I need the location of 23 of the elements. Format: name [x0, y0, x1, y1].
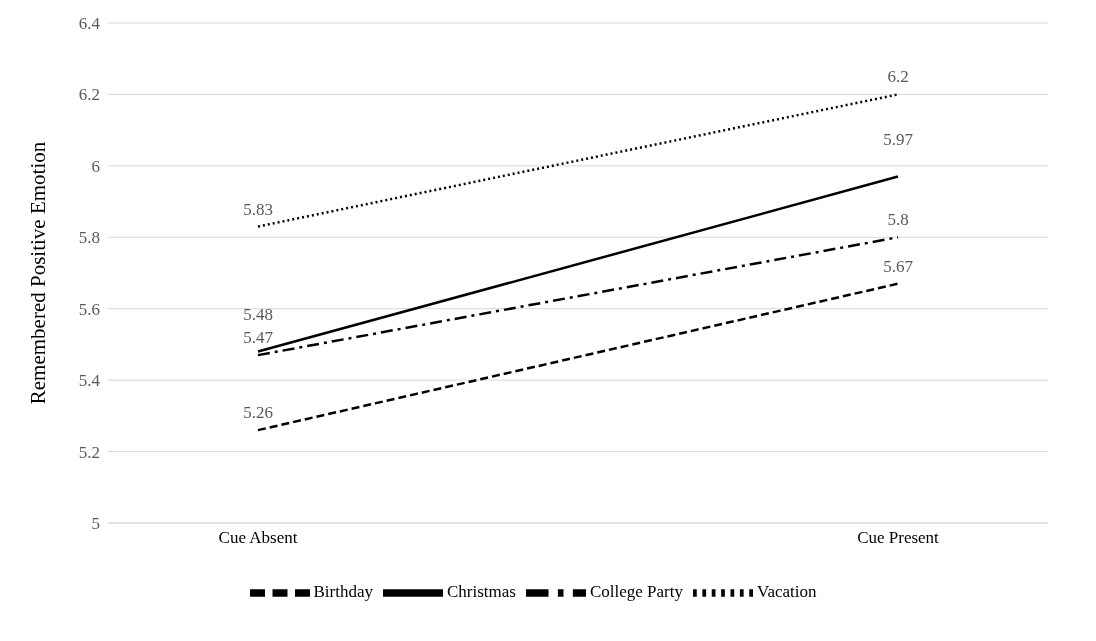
data-label: 5.47 — [243, 328, 274, 348]
legend-label: Christmas — [447, 581, 516, 601]
legend-label: Birthday — [313, 581, 374, 601]
data-label: 6.2 — [887, 67, 909, 87]
data-label: 5.48 — [243, 304, 273, 324]
y-tick-label: 6.2 — [78, 85, 100, 105]
y-tick-label: 5.8 — [78, 228, 100, 248]
data-label: 5.8 — [887, 210, 909, 230]
y-tick-label: 5.2 — [78, 442, 100, 462]
data-label: 5.97 — [883, 129, 914, 149]
y-axis-title: Remembered Positive Emotion — [26, 141, 51, 405]
data-label: 5.67 — [883, 256, 914, 276]
y-tick-label: 6.4 — [78, 14, 101, 34]
y-tick-label: 6 — [91, 156, 100, 176]
x-tick-label: Cue Absent — [218, 528, 298, 548]
y-tick-label: 5.6 — [78, 299, 100, 319]
legend-label: College Party — [589, 581, 683, 601]
y-tick-label: 5.4 — [78, 371, 101, 391]
legend-label: Vacation — [756, 581, 817, 601]
y-tick-label: 5 — [91, 514, 100, 534]
x-tick-label: Cue Present — [857, 528, 940, 548]
data-label: 5.26 — [243, 403, 273, 423]
data-label: 5.83 — [243, 199, 273, 219]
